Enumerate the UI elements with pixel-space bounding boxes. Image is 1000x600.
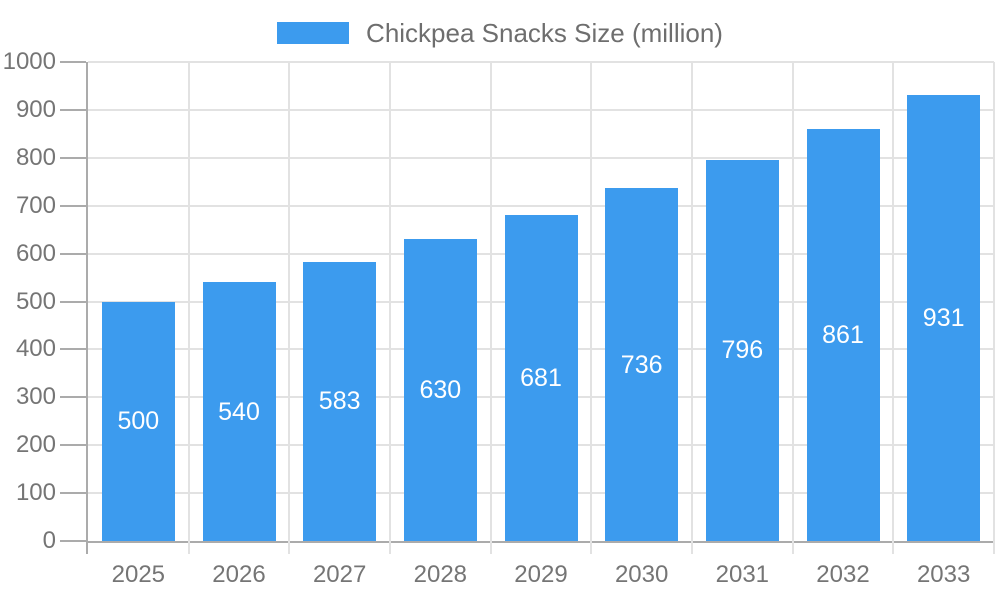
- bar-value-label: 540: [218, 397, 260, 426]
- y-axis-tick-label: 300: [15, 383, 56, 411]
- x-axis-tick-label: 2025: [111, 561, 166, 588]
- gridline-vertical: [691, 62, 693, 541]
- x-axis-tick-label: 2033: [916, 561, 971, 588]
- y-axis-tick-label: 100: [15, 479, 56, 507]
- bar-2030[interactable]: [605, 188, 679, 541]
- bar-2025[interactable]: [101, 301, 175, 541]
- y-axis-tick-mark: [60, 61, 86, 63]
- x-axis-tick-label: 2027: [312, 561, 367, 588]
- bar-2026[interactable]: [202, 282, 276, 541]
- y-axis-tick-label: 400: [15, 335, 56, 363]
- y-axis-tick-label: 1000: [2, 48, 56, 75]
- legend-item-chickpea-snacks[interactable]: Chickpea Snacks Size (million): [277, 14, 723, 52]
- x-axis-tick-label: 2026: [212, 561, 266, 588]
- x-axis-tick-mark: [590, 541, 592, 554]
- y-axis-tick-mark: [60, 396, 86, 399]
- gridline-vertical: [490, 62, 492, 541]
- y-axis-tick-mark: [60, 204, 86, 207]
- gridline-vertical: [993, 62, 995, 541]
- y-axis-tick-mark: [60, 108, 86, 111]
- x-axis-tick-mark: [691, 541, 693, 554]
- gridline-vertical: [188, 62, 190, 541]
- gridline-vertical: [792, 62, 794, 541]
- bar-value-label: 861: [822, 320, 864, 349]
- chart-legend: Chickpea Snacks Size (million): [0, 14, 1000, 52]
- y-axis-tick-mark: [60, 540, 86, 542]
- plot-area: 0 100 200 300 400 500 600 700 800 900 1000 500 540 5…: [3, 48, 995, 588]
- legend-label: Chickpea Snacks Size (million): [366, 18, 723, 48]
- bar-2031[interactable]: [705, 159, 779, 541]
- y-axis-tick-label: 600: [15, 239, 56, 267]
- y-axis-tick-label: 0: [42, 527, 56, 554]
- bar-value-label: 630: [419, 376, 462, 405]
- x-axis-tick-mark: [288, 541, 290, 554]
- bar-value-label: 931: [922, 304, 965, 333]
- gridline-vertical: [590, 62, 592, 541]
- gridline-vertical: [288, 62, 290, 541]
- x-axis-tick-label: 2030: [614, 561, 669, 588]
- x-axis-tick-mark: [188, 541, 190, 554]
- x-axis-tick-mark: [792, 541, 794, 554]
- bar-2033[interactable]: [907, 95, 981, 541]
- bar-value-label: 583: [318, 387, 361, 416]
- y-axis-tick-label: 800: [15, 143, 56, 171]
- gridline-horizontal: [88, 156, 994, 159]
- x-axis-tick-mark: [993, 541, 995, 554]
- x-axis-tick-mark: [389, 541, 391, 554]
- bar-2032[interactable]: [806, 128, 880, 541]
- x-axis-tick-label: 2031: [715, 561, 770, 588]
- y-axis-tick-mark: [60, 444, 86, 447]
- x-axis-tick-label: 2032: [816, 561, 870, 588]
- y-axis-tick-mark: [60, 252, 86, 255]
- x-axis-tick-label: 2029: [514, 561, 568, 588]
- bar-value-label: 681: [520, 363, 562, 392]
- bar-2029[interactable]: [504, 214, 578, 541]
- bar-value-label: 736: [620, 350, 663, 379]
- x-axis-tick-mark: [490, 541, 492, 554]
- bar-value-label: 500: [117, 407, 160, 436]
- y-axis-tick-mark: [60, 300, 86, 303]
- bar-2028[interactable]: [403, 239, 477, 541]
- x-axis-tick-mark: [86, 541, 88, 554]
- y-axis-tick-label: 700: [15, 191, 56, 219]
- y-axis-tick-label: 200: [15, 431, 56, 459]
- y-axis-tick-mark: [60, 492, 86, 495]
- y-axis-tick-mark: [60, 156, 86, 159]
- x-axis-tick-label: 2028: [413, 561, 468, 588]
- x-axis-tick-mark: [892, 541, 894, 554]
- gridline-horizontal: [88, 108, 994, 111]
- bar-value-label: 796: [721, 336, 764, 365]
- bar-2027[interactable]: [303, 261, 377, 541]
- gridline-horizontal: [88, 204, 994, 207]
- gridline-vertical: [389, 62, 391, 541]
- legend-swatch-icon: [277, 22, 350, 44]
- gridline-vertical: [892, 62, 894, 541]
- gridline-horizontal: [88, 61, 994, 63]
- y-axis-tick-mark: [60, 348, 86, 351]
- y-axis-tick-label: 500: [15, 287, 56, 315]
- y-axis-tick-label: 900: [15, 95, 56, 123]
